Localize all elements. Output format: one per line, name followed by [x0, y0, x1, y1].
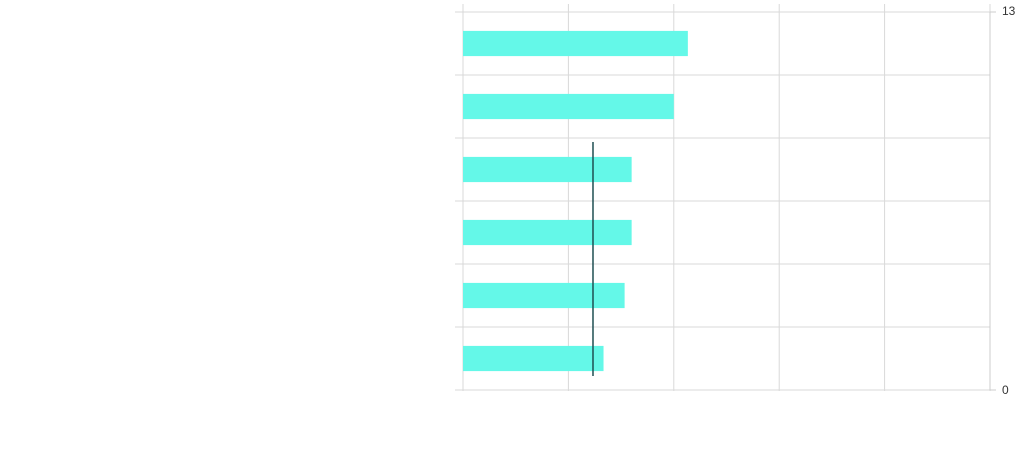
- bar-0: [463, 30, 688, 57]
- right-axis-tick-bottom: 0: [1002, 383, 1009, 397]
- bars-layer: [463, 30, 688, 372]
- bar-5: [463, 345, 604, 372]
- bar-4: [463, 282, 625, 309]
- bar-3: [463, 219, 632, 246]
- bar-2: [463, 156, 632, 183]
- right-axis-tick-top: 13: [1002, 4, 1016, 18]
- bar-1: [463, 93, 674, 120]
- grid-layer: [455, 4, 996, 391]
